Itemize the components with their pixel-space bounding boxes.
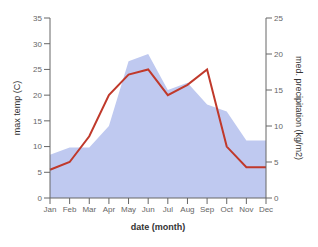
svg-text:10: 10 xyxy=(274,122,283,131)
svg-text:max temp (C): max temp (C) xyxy=(12,81,22,136)
svg-text:15: 15 xyxy=(274,86,283,95)
svg-text:0: 0 xyxy=(38,194,43,203)
svg-text:Aug: Aug xyxy=(180,205,194,214)
svg-text:Mar: Mar xyxy=(82,205,96,214)
svg-text:20: 20 xyxy=(274,50,283,59)
svg-text:med. precipitation (kg/m2): med. precipitation (kg/m2) xyxy=(294,56,304,160)
svg-text:Oct: Oct xyxy=(221,205,234,214)
svg-text:Jul: Jul xyxy=(163,205,173,214)
svg-text:30: 30 xyxy=(33,40,42,49)
svg-text:10: 10 xyxy=(33,142,42,151)
svg-text:15: 15 xyxy=(33,117,42,126)
svg-text:25: 25 xyxy=(274,14,283,23)
svg-text:25: 25 xyxy=(33,65,42,74)
svg-text:0: 0 xyxy=(274,194,279,203)
svg-text:35: 35 xyxy=(33,14,42,23)
svg-text:date (month): date (month) xyxy=(131,222,186,232)
svg-text:Dec: Dec xyxy=(259,205,273,214)
svg-text:5: 5 xyxy=(38,168,43,177)
svg-text:Apr: Apr xyxy=(103,205,116,214)
svg-text:Nov: Nov xyxy=(239,205,253,214)
svg-text:Feb: Feb xyxy=(63,205,77,214)
svg-text:Sep: Sep xyxy=(200,205,215,214)
svg-text:May: May xyxy=(121,205,136,214)
svg-text:5: 5 xyxy=(274,158,279,167)
svg-text:Jan: Jan xyxy=(44,205,57,214)
svg-text:20: 20 xyxy=(33,91,42,100)
svg-text:Jun: Jun xyxy=(142,205,155,214)
